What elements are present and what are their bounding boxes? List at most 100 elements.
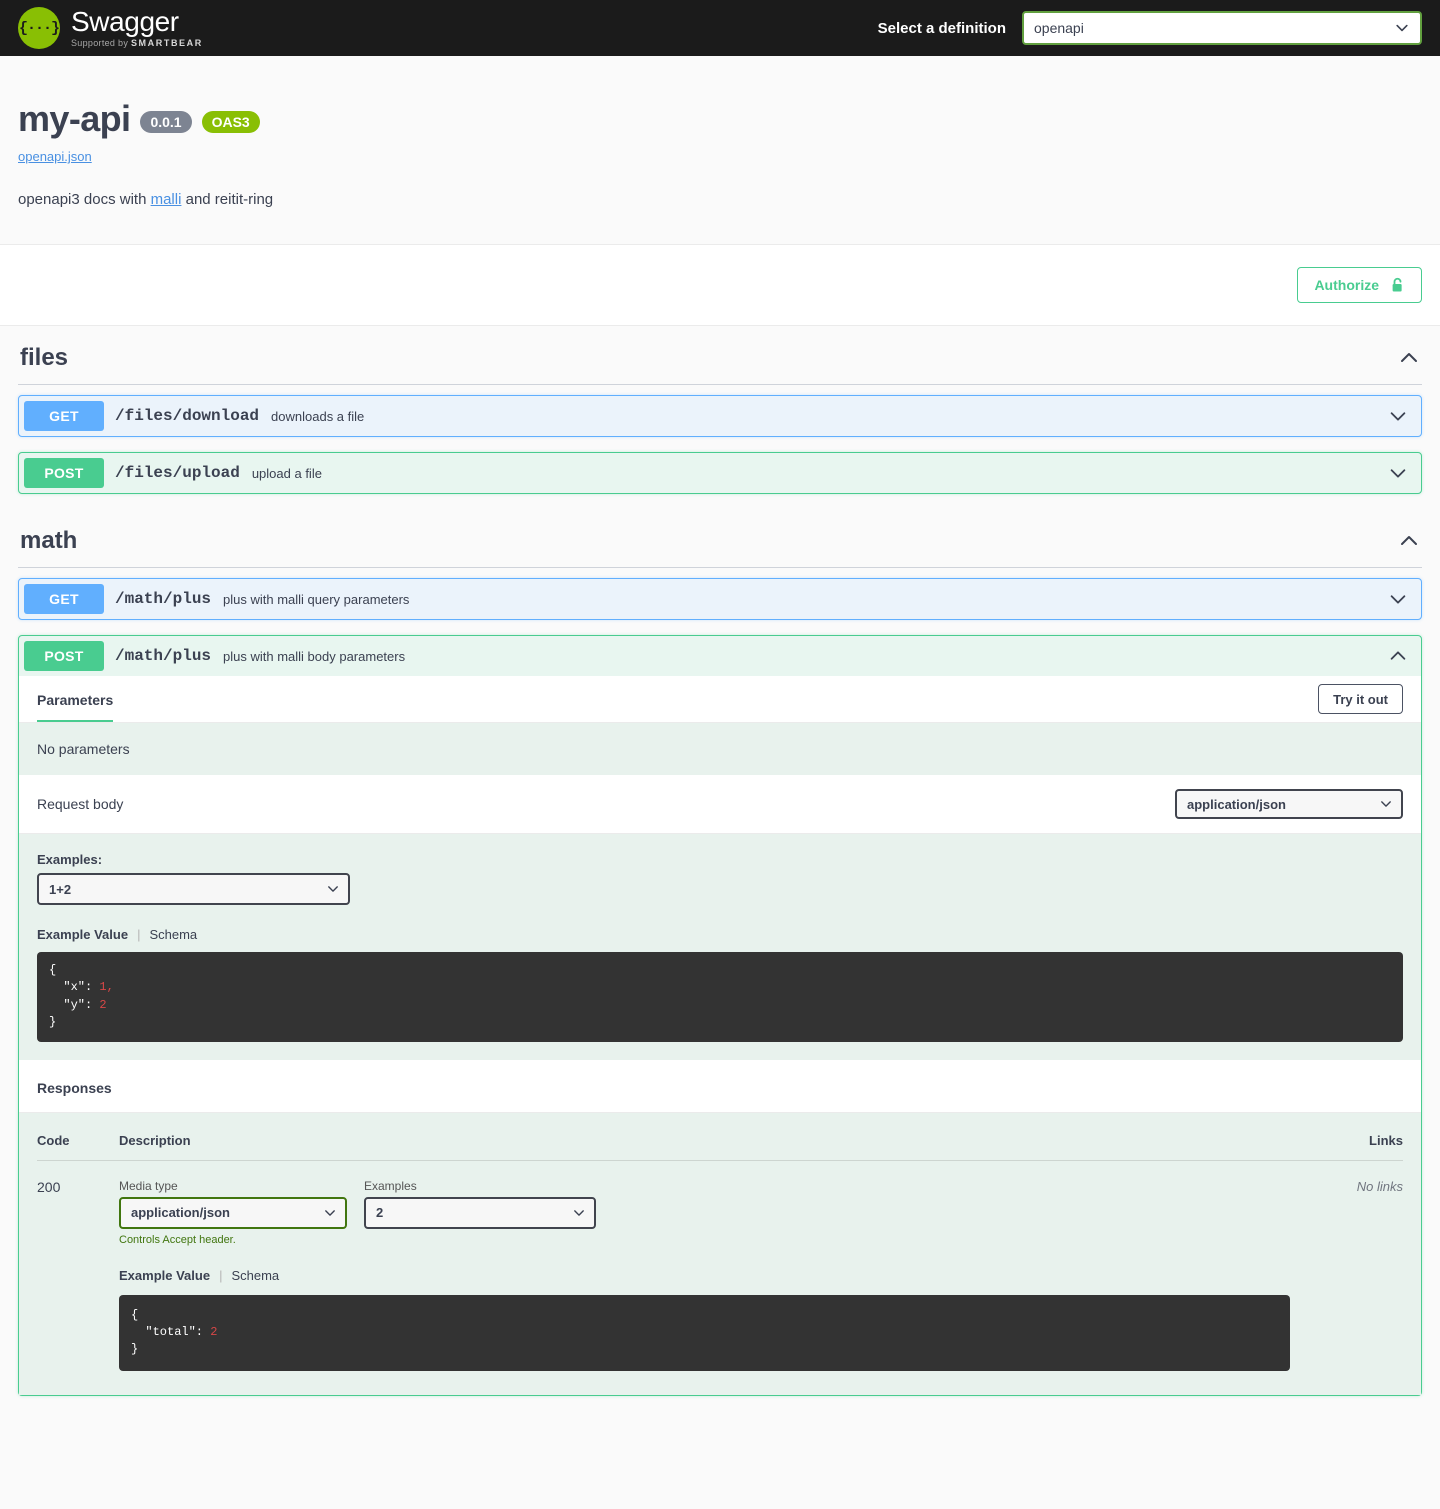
response-examples-group: Examples 2 bbox=[364, 1179, 596, 1229]
table-row: 200 Media type application/json bbox=[37, 1160, 1403, 1371]
chevron-up-icon[interactable] bbox=[1398, 530, 1420, 552]
operation-summary-text: plus with malli query parameters bbox=[223, 591, 410, 607]
tab-parameters[interactable]: Parameters bbox=[37, 676, 114, 722]
operation-summary-text: plus with malli body parameters bbox=[223, 648, 406, 664]
tab-schema[interactable]: Schema bbox=[231, 1267, 280, 1283]
operation-summary-text: downloads a file bbox=[271, 408, 365, 424]
tab-example-value[interactable]: Example Value bbox=[37, 927, 129, 942]
response-code: 200 bbox=[37, 1178, 61, 1195]
media-type-label: Media type bbox=[119, 1178, 178, 1193]
definition-selected-value: openapi bbox=[1034, 20, 1084, 36]
responses-area: Code Description Links 200 bbox=[19, 1112, 1421, 1395]
media-type-group: Media type application/json Con bbox=[119, 1179, 347, 1246]
response-links: No links bbox=[1356, 1178, 1403, 1194]
chevron-down-icon[interactable] bbox=[1388, 463, 1408, 483]
response-example-view-tabs: Example Value | Schema bbox=[119, 1268, 1290, 1283]
tag-header-files[interactable]: files bbox=[18, 326, 1422, 385]
operation-path: /files/upload bbox=[115, 464, 240, 482]
method-badge-post: POST bbox=[24, 641, 104, 671]
request-body-row: Request body application/json bbox=[19, 775, 1421, 834]
operation-list-files: GET /files/download downloads a file POS… bbox=[18, 385, 1422, 494]
chevron-down-icon bbox=[1379, 797, 1393, 811]
request-example-view-tabs: Example Value | Schema bbox=[37, 927, 1403, 942]
column-header-description: Description bbox=[119, 1132, 1290, 1161]
api-title-row: my-api 0.0.1 OAS3 bbox=[18, 98, 1422, 140]
method-badge-post: POST bbox=[24, 458, 104, 488]
topbar: {···} Swagger Supported by SMARTBEAR Sel… bbox=[0, 0, 1440, 56]
openapi-json-link[interactable]: openapi.json bbox=[18, 149, 92, 164]
responses-title: Responses bbox=[19, 1059, 1421, 1113]
try-it-out-button[interactable]: Try it out bbox=[1318, 684, 1403, 714]
method-badge-get: GET bbox=[24, 401, 104, 431]
response-description-cell: Media type application/json Con bbox=[119, 1160, 1290, 1371]
chevron-down-icon bbox=[1394, 20, 1410, 36]
operation-tabs: Parameters Try it out bbox=[19, 676, 1421, 723]
chevron-down-icon bbox=[323, 1206, 337, 1220]
supported-by-text: Supported by bbox=[71, 38, 129, 48]
tag-name-files: files bbox=[20, 344, 69, 371]
swagger-wordmark: Swagger bbox=[71, 6, 179, 37]
chevron-down-icon[interactable] bbox=[1388, 589, 1408, 609]
response-media-type-value: application/json bbox=[131, 1205, 230, 1221]
swagger-supported-by: Supported by SMARTBEAR bbox=[71, 39, 203, 48]
operation-get-math-plus[interactable]: GET /math/plus plus with malli query par… bbox=[18, 578, 1422, 620]
operation-get-files-download[interactable]: GET /files/download downloads a file bbox=[18, 395, 1422, 437]
request-example-code-block: { "x": 1, "y": 2 } bbox=[37, 952, 1403, 1042]
request-example-selected-value: 1+2 bbox=[49, 881, 72, 897]
lock-open-icon bbox=[1390, 277, 1405, 294]
responses-table: Code Description Links 200 bbox=[37, 1132, 1403, 1371]
operation-summary-row[interactable]: POST /math/plus plus with malli body par… bbox=[19, 636, 1421, 676]
request-examples-area: Examples: 1+2 Example Value | Schema { "… bbox=[19, 834, 1421, 1060]
api-description: openapi3 docs with malli and reitit-ring bbox=[18, 191, 1422, 208]
tag-section-files: files GET /files/download downloads a fi… bbox=[0, 326, 1440, 494]
version-badge: 0.0.1 bbox=[140, 111, 192, 133]
smartbear-brand: SMARTBEAR bbox=[130, 38, 203, 48]
definition-select[interactable]: openapi bbox=[1022, 11, 1422, 45]
tag-name-math: math bbox=[20, 527, 78, 554]
authorize-button[interactable]: Authorize bbox=[1297, 267, 1422, 303]
swagger-logo-icon: {···} bbox=[18, 7, 60, 49]
operation-post-math-plus[interactable]: POST /math/plus plus with malli body par… bbox=[18, 635, 1422, 1396]
response-media-type-select[interactable]: application/json bbox=[119, 1196, 347, 1229]
response-example-select[interactable]: 2 bbox=[364, 1196, 596, 1229]
chevron-down-icon bbox=[326, 882, 340, 896]
response-examples-label: Examples bbox=[364, 1178, 417, 1193]
request-example-select[interactable]: 1+2 bbox=[37, 873, 350, 905]
oas-badge: OAS3 bbox=[201, 111, 260, 133]
operation-path: /math/plus bbox=[115, 647, 212, 665]
tag-header-math[interactable]: math bbox=[18, 509, 1422, 568]
request-examples-label: Examples: bbox=[37, 852, 103, 867]
operation-list-math: GET /math/plus plus with malli query par… bbox=[18, 568, 1422, 1396]
method-badge-get: GET bbox=[24, 584, 104, 614]
chevron-down-icon bbox=[572, 1206, 586, 1220]
column-header-code: Code bbox=[37, 1132, 119, 1161]
authorize-button-label: Authorize bbox=[1314, 277, 1379, 293]
tab-divider: | bbox=[137, 927, 141, 942]
accept-header-note: Controls Accept header. bbox=[119, 1233, 236, 1246]
tab-divider: | bbox=[219, 1267, 223, 1283]
request-body-media-type-value: application/json bbox=[1187, 796, 1286, 812]
operation-post-files-upload[interactable]: POST /files/upload upload a file bbox=[18, 452, 1422, 494]
no-parameters-text: No parameters bbox=[19, 723, 1421, 775]
operation-path: /math/plus bbox=[115, 590, 212, 608]
tag-section-math: math GET /math/plus plus with malli quer… bbox=[0, 509, 1440, 1396]
definition-label: Select a definition bbox=[877, 19, 1006, 37]
request-body-label: Request body bbox=[37, 796, 124, 812]
authorize-band: Authorize bbox=[0, 244, 1440, 326]
response-example-code-block: { "total": 2 } bbox=[119, 1294, 1290, 1371]
response-example-view: Example Value | Schema { "total": 2 } bbox=[119, 1268, 1290, 1371]
swagger-logo[interactable]: {···} Swagger Supported by SMARTBEAR bbox=[18, 7, 203, 49]
chevron-up-icon[interactable] bbox=[1388, 646, 1408, 666]
operation-path: /files/download bbox=[115, 407, 260, 425]
chevron-down-icon[interactable] bbox=[1388, 406, 1408, 426]
request-body-media-type-select[interactable]: application/json bbox=[1175, 789, 1403, 819]
operation-summary-row[interactable]: GET /math/plus plus with malli query par… bbox=[19, 579, 1421, 619]
tab-example-value[interactable]: Example Value bbox=[119, 1267, 211, 1283]
malli-link[interactable]: malli bbox=[150, 191, 182, 208]
tab-schema[interactable]: Schema bbox=[149, 927, 198, 942]
responses-table-header-row: Code Description Links bbox=[37, 1132, 1403, 1161]
operation-details-panel: Parameters Try it out No parameters Requ… bbox=[19, 676, 1421, 1395]
chevron-up-icon[interactable] bbox=[1398, 347, 1420, 369]
operation-summary-row[interactable]: GET /files/download downloads a file bbox=[19, 396, 1421, 436]
operation-summary-row[interactable]: POST /files/upload upload a file bbox=[19, 453, 1421, 493]
